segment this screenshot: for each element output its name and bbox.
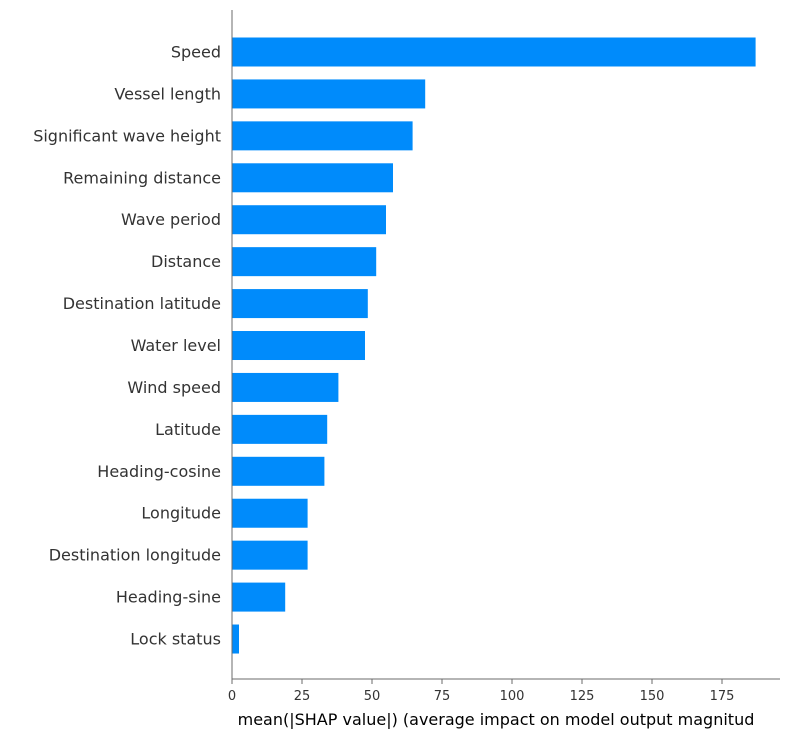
bar <box>232 205 386 235</box>
bar <box>232 289 368 319</box>
category-label: Wind speed <box>127 378 221 397</box>
category-label: Water level <box>131 336 221 355</box>
category-label: Remaining distance <box>63 168 221 187</box>
bar <box>232 121 413 151</box>
x-tick-label: 100 <box>500 689 525 704</box>
category-label: Significant wave height <box>33 126 221 145</box>
category-label: Heading-sine <box>116 588 221 607</box>
bar <box>232 37 756 67</box>
x-tick-label: 150 <box>640 689 665 704</box>
bar <box>232 247 377 277</box>
category-label: Destination latitude <box>63 294 221 313</box>
bar <box>232 582 286 612</box>
category-label: Speed <box>171 43 221 62</box>
bar <box>232 372 339 402</box>
category-label: Destination longitude <box>49 546 221 565</box>
bar <box>232 498 308 528</box>
category-label: Wave period <box>121 210 221 229</box>
x-tick-label: 0 <box>228 689 236 704</box>
x-tick-label: 50 <box>364 689 381 704</box>
bar <box>232 414 328 444</box>
bar <box>232 456 325 486</box>
x-tick-label: 75 <box>434 689 451 704</box>
bar <box>232 79 426 109</box>
bars-group <box>232 37 756 654</box>
x-tick-label: 175 <box>710 689 735 704</box>
category-label: Latitude <box>155 420 221 439</box>
category-label: Lock status <box>130 630 221 649</box>
x-tick-label: 125 <box>570 689 595 704</box>
category-labels: Speed Vessel length Significant wave heigh… <box>33 43 221 649</box>
x-tick-label: 25 <box>294 689 311 704</box>
x-axis-title: mean(|SHAP value|) (average impact on mo… <box>238 710 755 729</box>
category-label: Heading-cosine <box>97 462 221 481</box>
category-label: Distance <box>151 252 221 271</box>
x-axis-ticks: 0 25 50 75 100 125 150 175 <box>228 679 735 704</box>
bar <box>232 163 393 193</box>
bar <box>232 540 308 570</box>
category-label: Vessel length <box>114 84 221 103</box>
bar <box>232 331 365 361</box>
bar <box>232 624 239 654</box>
category-label: Longitude <box>141 504 221 523</box>
